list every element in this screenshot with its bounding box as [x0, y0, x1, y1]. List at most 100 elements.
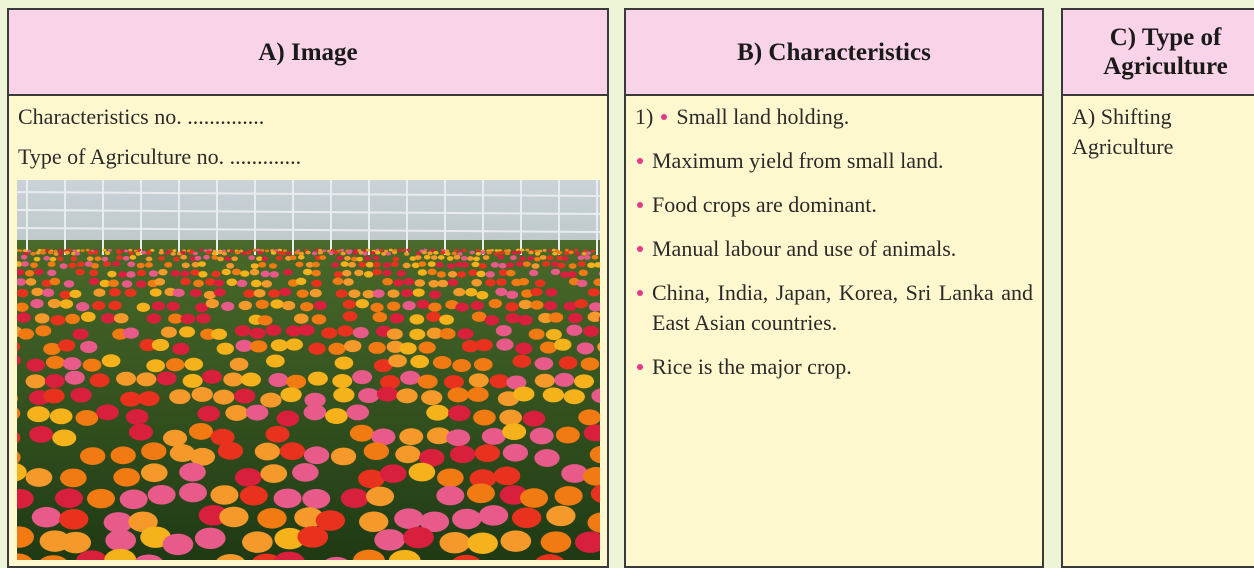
flower [459, 249, 463, 252]
flower [203, 255, 210, 260]
flower [145, 262, 153, 268]
flower [310, 289, 322, 297]
flower [334, 251, 339, 255]
flower [472, 262, 480, 268]
flower [218, 442, 243, 460]
flower [52, 429, 76, 446]
flower [318, 251, 323, 255]
flower [480, 251, 485, 255]
flower [578, 409, 600, 425]
flower [476, 291, 488, 299]
flower [494, 252, 499, 256]
flower [527, 256, 534, 261]
flower [331, 448, 356, 466]
flower [136, 280, 147, 287]
flower [386, 252, 391, 256]
flower [280, 387, 301, 402]
flower [65, 371, 85, 385]
flower [217, 343, 234, 355]
flower [395, 445, 420, 463]
flower [471, 301, 484, 310]
flower [476, 271, 485, 278]
flower [60, 299, 73, 308]
bullet-item: Manual labour and use of animals. [635, 234, 1033, 264]
flower [34, 257, 41, 262]
flower [515, 342, 532, 354]
flower [127, 261, 135, 267]
flower [586, 251, 591, 255]
flower [579, 270, 588, 277]
flower [59, 509, 88, 530]
flower [304, 446, 329, 464]
flower [574, 249, 578, 252]
flower [180, 251, 185, 255]
flower [190, 289, 202, 297]
flower [91, 263, 99, 269]
flower [546, 329, 562, 340]
flower [129, 424, 153, 441]
flower [280, 252, 285, 256]
flower [392, 251, 397, 255]
flower [64, 280, 75, 287]
flower [364, 256, 371, 261]
flower [26, 278, 37, 285]
flower [250, 328, 266, 339]
flower [182, 262, 190, 268]
flower [467, 256, 474, 261]
flower [124, 250, 128, 253]
flower [486, 271, 495, 278]
flower [102, 354, 121, 367]
flower [230, 358, 249, 371]
flower [158, 256, 165, 261]
flower [279, 288, 291, 296]
flower [116, 251, 121, 255]
flower [43, 256, 50, 261]
flower [380, 464, 407, 483]
flower [180, 255, 187, 260]
flower [251, 280, 262, 287]
flower [534, 257, 541, 262]
flower [416, 252, 421, 256]
flower [111, 446, 136, 464]
flower [331, 262, 339, 268]
flower [116, 372, 136, 386]
flower [388, 354, 407, 367]
bullet-text: Rice is the major crop. [652, 352, 852, 382]
flower [234, 389, 255, 404]
flower [179, 483, 207, 503]
flower [568, 313, 583, 323]
flower [354, 270, 363, 277]
bullet-item: Maximum yield from small land. [635, 146, 1033, 176]
flower [548, 249, 552, 252]
flower [578, 256, 585, 261]
flower [467, 387, 488, 402]
flower [137, 270, 146, 277]
flower [390, 313, 405, 323]
page: {"columns": [ {"header": "A) Image", "li… [0, 0, 1254, 547]
flower [180, 270, 189, 277]
flower [448, 279, 459, 286]
flower [46, 356, 65, 369]
flower [88, 251, 93, 255]
flower [544, 301, 557, 310]
flower [475, 339, 492, 351]
flower [163, 430, 187, 447]
flower [112, 261, 120, 267]
flower [270, 271, 279, 278]
flower [297, 526, 328, 547]
flower [65, 314, 80, 324]
flower [415, 255, 422, 260]
flower [214, 288, 226, 296]
column-header: C) Type of Agriculture [1063, 10, 1254, 96]
flower [409, 329, 425, 340]
flower [577, 342, 594, 354]
flower [298, 255, 305, 260]
flower [57, 257, 64, 262]
flower [535, 357, 554, 370]
flower [445, 252, 450, 256]
flower [83, 359, 102, 372]
flower [268, 289, 280, 297]
flower [546, 506, 575, 527]
flower [457, 271, 466, 278]
flower [76, 249, 80, 252]
